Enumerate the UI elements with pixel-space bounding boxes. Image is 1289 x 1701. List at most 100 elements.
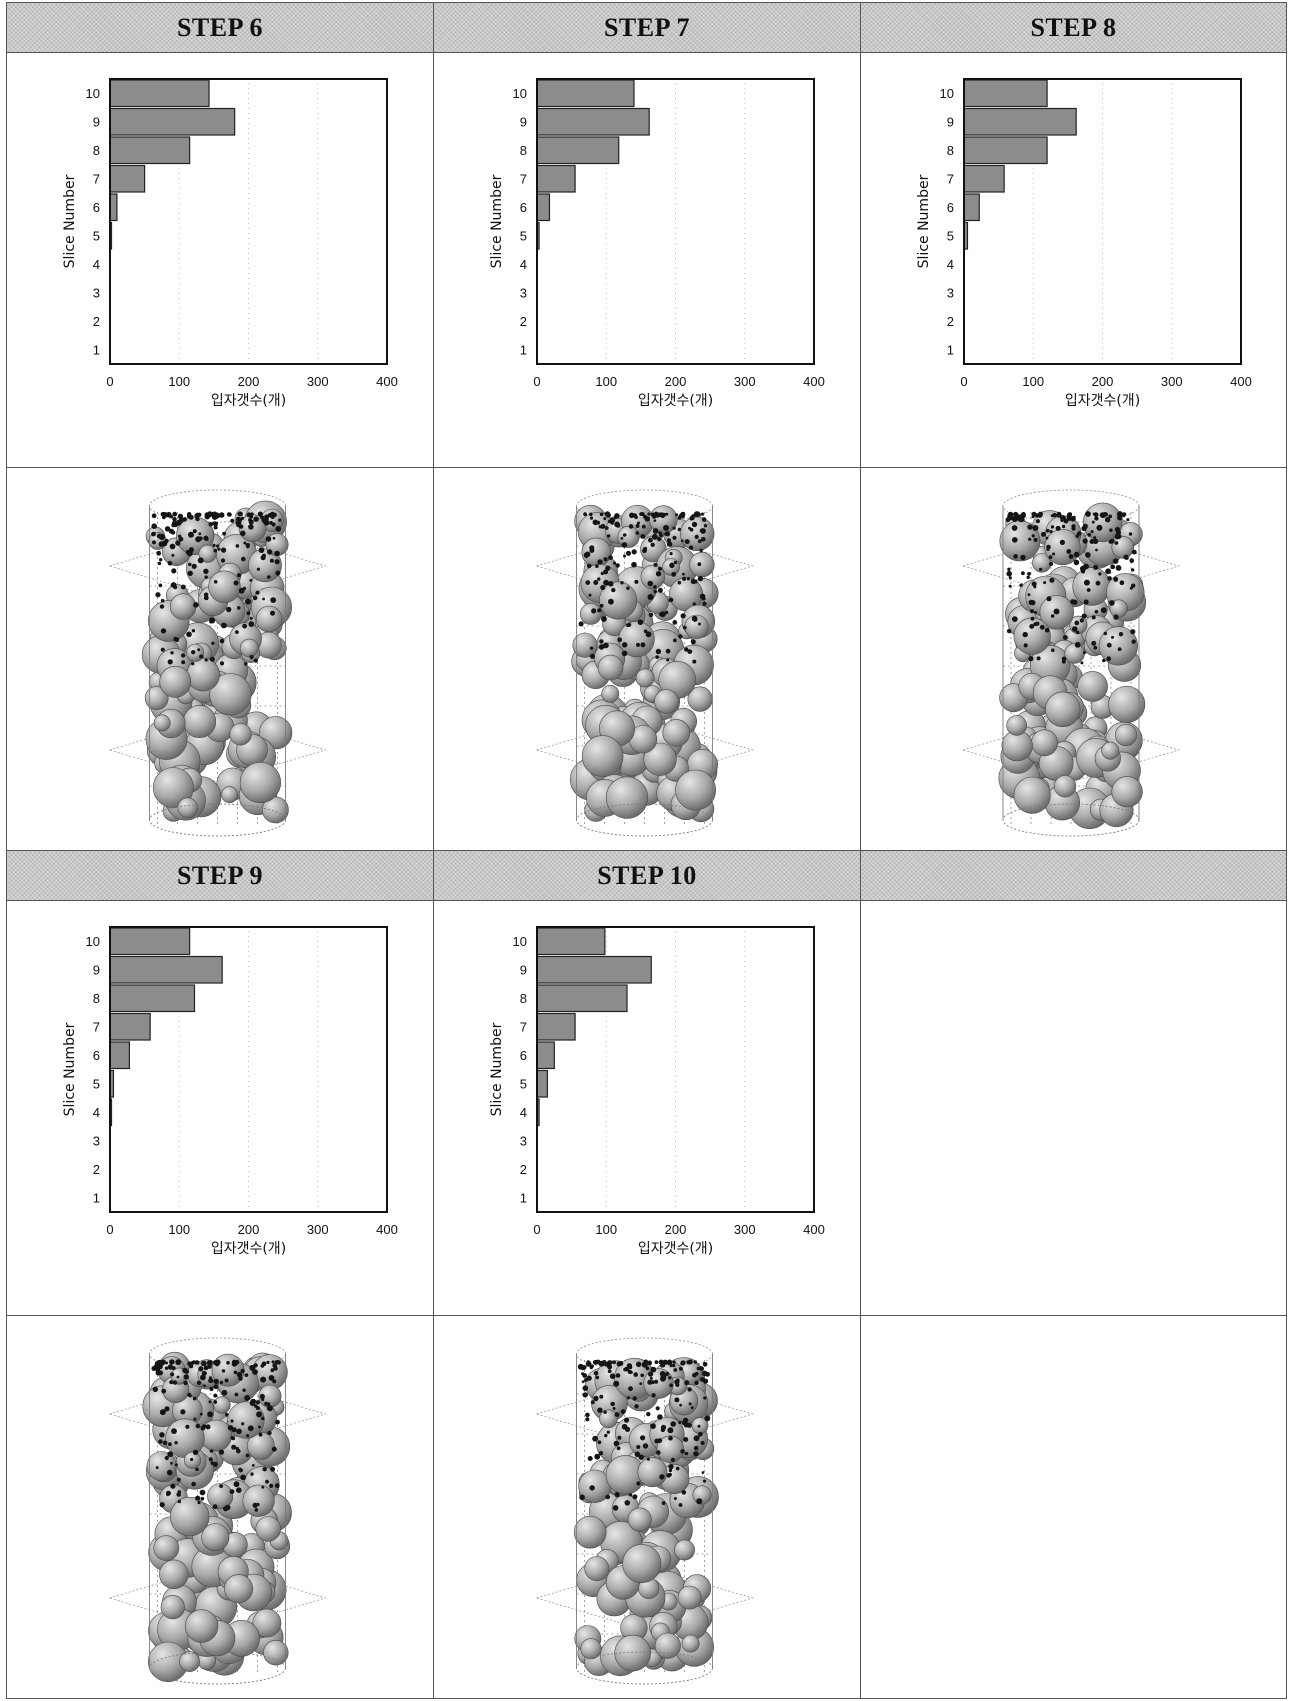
cylinder-outline bbox=[576, 1354, 713, 1685]
bar-slice-7 bbox=[536, 1012, 576, 1041]
y-tick-label: 5 bbox=[93, 228, 100, 243]
plot-frame bbox=[109, 78, 388, 365]
bar-slice-10 bbox=[536, 79, 635, 108]
bar-slice-7 bbox=[963, 164, 1005, 193]
y-tick-label: 4 bbox=[93, 257, 100, 272]
bar-slice-9 bbox=[536, 955, 652, 984]
step-10-header: STEP 10 bbox=[433, 850, 861, 901]
bar-slice-10 bbox=[109, 79, 210, 108]
y-tick-label: 1 bbox=[93, 1190, 100, 1205]
y-tick-label: 10 bbox=[86, 86, 100, 101]
coarse-particles bbox=[142, 1351, 292, 1683]
fine-particles bbox=[578, 511, 708, 664]
x-tick-label: 400 bbox=[376, 374, 398, 389]
step-10-chart-cell: 1 2 3 4 5 6 7 8 9 10 0 100 200 300 400 입자갯수(개) Slice Num… bbox=[433, 900, 861, 1316]
y-axis-title: Slice Number bbox=[489, 1022, 505, 1116]
bar-slice-6 bbox=[536, 193, 551, 222]
x-tick-label: 100 bbox=[168, 1222, 190, 1237]
y-tick-label: 3 bbox=[947, 285, 954, 300]
plot-frame bbox=[109, 926, 388, 1213]
step-8-particle-column-image bbox=[961, 489, 1181, 837]
slice-plane bbox=[108, 1381, 327, 1447]
x-axis-title: 입자갯수(개) bbox=[211, 393, 286, 409]
bar-slice-10 bbox=[963, 79, 1048, 108]
slice-plane bbox=[108, 717, 327, 783]
y-tick-label: 5 bbox=[520, 228, 527, 243]
x-tick-label: 100 bbox=[1022, 374, 1044, 389]
x-tick-label: 0 bbox=[106, 1222, 113, 1237]
y-tick-label: 10 bbox=[940, 86, 954, 101]
step-7-header: STEP 7 bbox=[433, 2, 861, 53]
y-tick-label: 6 bbox=[520, 200, 527, 215]
y-tick-label: 3 bbox=[520, 1133, 527, 1148]
x-tick-label: 300 bbox=[307, 1222, 329, 1237]
fine-particles bbox=[577, 1359, 711, 1511]
y-tick-label: 9 bbox=[93, 962, 100, 977]
y-tick-label: 8 bbox=[93, 991, 100, 1006]
y-tick-label: 4 bbox=[520, 1105, 527, 1120]
bar-slice-6 bbox=[109, 1041, 130, 1070]
y-axis-title: Slice Number bbox=[62, 1022, 78, 1116]
y-axis-title: Slice Number bbox=[916, 174, 932, 268]
y-tick-label: 4 bbox=[93, 1105, 100, 1120]
bar-slice-8 bbox=[109, 984, 196, 1013]
step-9-simulation-cell bbox=[6, 1315, 434, 1699]
coarse-particles bbox=[998, 502, 1147, 830]
step-6-chart-cell: 1 2 3 4 5 6 7 8 9 10 0 100 200 300 400 입자갯수(개) Slice Num… bbox=[6, 52, 434, 468]
y-tick-label: 8 bbox=[93, 143, 100, 158]
y-tick-label: 7 bbox=[947, 171, 954, 186]
bar-slice-8 bbox=[536, 136, 620, 165]
step-grid-table: STEP 6 STEP 7 STEP 8 1 2 3 4 5 6 7 8 9 10 0 100 200 3… bbox=[6, 2, 1287, 1699]
x-tick-label: 300 bbox=[734, 374, 756, 389]
figure-sheet: STEP 6 STEP 7 STEP 8 1 2 3 4 5 6 7 8 9 10 0 100 200 3… bbox=[6, 2, 1287, 1699]
cylinder-outline bbox=[1002, 506, 1140, 837]
step-6-simulation-cell bbox=[6, 467, 434, 851]
slice-plane bbox=[535, 1565, 754, 1631]
y-axis-title: Slice Number bbox=[62, 174, 78, 268]
slice-plane bbox=[535, 533, 754, 599]
step-7-simulation-cell bbox=[433, 467, 861, 851]
fine-particles bbox=[151, 1359, 281, 1512]
cylinder-outline bbox=[576, 506, 713, 837]
y-tick-label: 7 bbox=[520, 171, 527, 186]
empty-header bbox=[860, 850, 1287, 901]
y-tick-label: 5 bbox=[947, 228, 954, 243]
bar-slice-9 bbox=[536, 107, 650, 136]
x-axis-title: 입자갯수(개) bbox=[638, 1241, 713, 1257]
y-tick-label: 8 bbox=[947, 143, 954, 158]
bar-slice-7 bbox=[109, 1012, 151, 1041]
x-tick-label: 200 bbox=[665, 1222, 687, 1237]
x-tick-label: 100 bbox=[595, 1222, 617, 1237]
step-10-particle-column-image bbox=[535, 1337, 754, 1685]
y-tick-label: 8 bbox=[520, 143, 527, 158]
x-tick-label: 200 bbox=[665, 374, 687, 389]
y-tick-label: 7 bbox=[93, 1019, 100, 1034]
y-tick-label: 1 bbox=[520, 1190, 527, 1205]
x-tick-label: 200 bbox=[238, 374, 260, 389]
bar-slice-5 bbox=[536, 1069, 548, 1098]
x-tick-label: 400 bbox=[803, 374, 825, 389]
fine-particles bbox=[151, 511, 282, 666]
cylinder-outline bbox=[149, 506, 286, 837]
bar-slice-6 bbox=[109, 193, 118, 222]
bar-slice-8 bbox=[536, 984, 628, 1013]
slice-plane bbox=[535, 717, 754, 783]
y-tick-label: 6 bbox=[93, 200, 100, 215]
y-tick-label: 3 bbox=[520, 285, 527, 300]
step-10-simulation-cell bbox=[433, 1315, 861, 1699]
bar-slice-10 bbox=[109, 927, 191, 956]
step-7-particle-column-image bbox=[535, 489, 754, 837]
step-9-particle-column-image bbox=[108, 1337, 327, 1685]
step-9-header: STEP 9 bbox=[6, 850, 434, 901]
y-tick-label: 10 bbox=[86, 934, 100, 949]
y-tick-label: 6 bbox=[93, 1048, 100, 1063]
step-9-chart-cell: 1 2 3 4 5 6 7 8 9 10 0 100 200 300 400 입자갯수(개) Slice Num… bbox=[6, 900, 434, 1316]
y-tick-label: 2 bbox=[520, 314, 527, 329]
step-7-title: STEP 7 bbox=[603, 13, 691, 42]
bar-slice-9 bbox=[963, 107, 1077, 136]
bar-slice-8 bbox=[109, 136, 191, 165]
x-tick-label: 200 bbox=[1092, 374, 1114, 389]
